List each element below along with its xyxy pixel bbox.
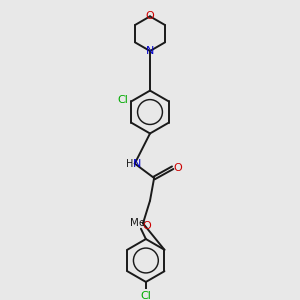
- Text: O: O: [146, 11, 154, 21]
- Text: Cl: Cl: [117, 95, 128, 105]
- Text: N: N: [146, 46, 154, 56]
- Text: Me: Me: [130, 218, 145, 228]
- Text: H: H: [126, 159, 133, 169]
- Text: O: O: [142, 221, 151, 231]
- Text: N: N: [133, 159, 141, 169]
- Text: Cl: Cl: [140, 290, 151, 300]
- Text: O: O: [173, 163, 182, 173]
